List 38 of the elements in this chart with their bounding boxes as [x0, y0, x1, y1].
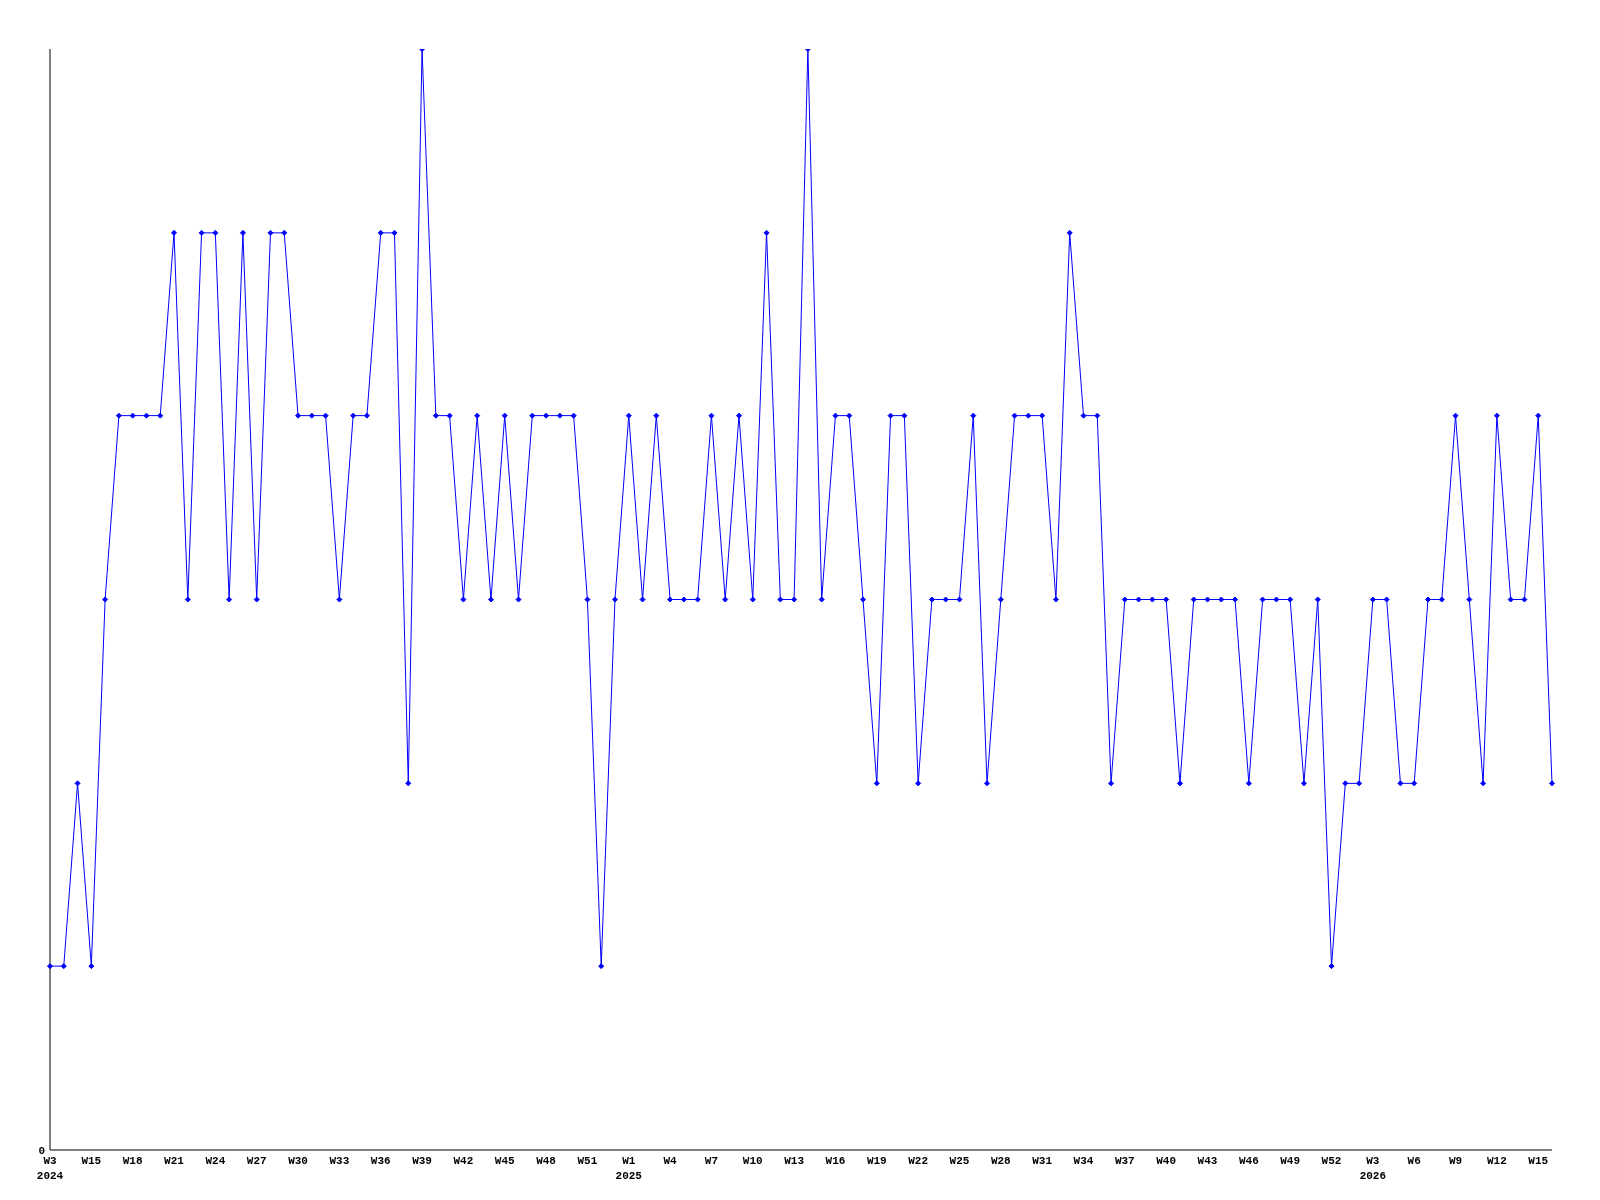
x-tick-label: W45: [494, 1155, 516, 1167]
x-tick-label: W24: [205, 1155, 226, 1167]
x-tick-label: W3 2024: [36, 1155, 64, 1182]
x-tick-label: W12: [1486, 1155, 1507, 1167]
x-tick-label: W21: [164, 1155, 185, 1167]
x-tick-label: W27: [246, 1155, 267, 1167]
x-tick-label: W40: [1156, 1155, 1177, 1167]
x-tick-label: W3 2026: [1359, 1155, 1387, 1182]
x-tick-label: W16: [825, 1155, 846, 1167]
x-tick-label: W7: [704, 1155, 719, 1167]
x-tick-label: W28: [990, 1155, 1012, 1167]
x-tick-label: W25: [949, 1155, 970, 1167]
x-tick-label: W1 2025: [615, 1155, 643, 1182]
x-tick-label: W33: [329, 1155, 350, 1167]
x-tick-label: W51: [577, 1155, 598, 1167]
x-tick-label: W48: [536, 1155, 557, 1167]
x-tick-label: W6: [1407, 1155, 1421, 1167]
x-tick-label: W52: [1321, 1155, 1342, 1167]
x-tick-label: W13: [784, 1155, 805, 1167]
x-tick-label: W31: [1032, 1155, 1053, 1167]
x-tick-label: W18: [122, 1155, 143, 1167]
text: 0: [38, 1144, 45, 1157]
x-tick-label: W4: [663, 1155, 678, 1167]
x-tick-label: W15: [81, 1155, 102, 1167]
x-tick-label: W34: [1073, 1155, 1094, 1167]
x-tick-label: W42: [453, 1155, 474, 1167]
x-tick-label: W10: [742, 1155, 763, 1167]
x-tick-label: W43: [1197, 1155, 1218, 1167]
x-tick-label: W37: [1114, 1155, 1135, 1167]
x-tick-label: W46: [1238, 1155, 1259, 1167]
x-tick-label: W49: [1280, 1155, 1301, 1167]
x-tick-label: W9: [1448, 1155, 1463, 1167]
x-tick-label: W15: [1528, 1155, 1549, 1167]
x-tick-label: W36: [370, 1155, 391, 1167]
x-tick-label: W22: [908, 1155, 929, 1167]
x-tick-label: W39: [412, 1155, 432, 1167]
x-tick-label: W30: [288, 1155, 308, 1167]
x-tick-label: W19: [866, 1155, 887, 1167]
